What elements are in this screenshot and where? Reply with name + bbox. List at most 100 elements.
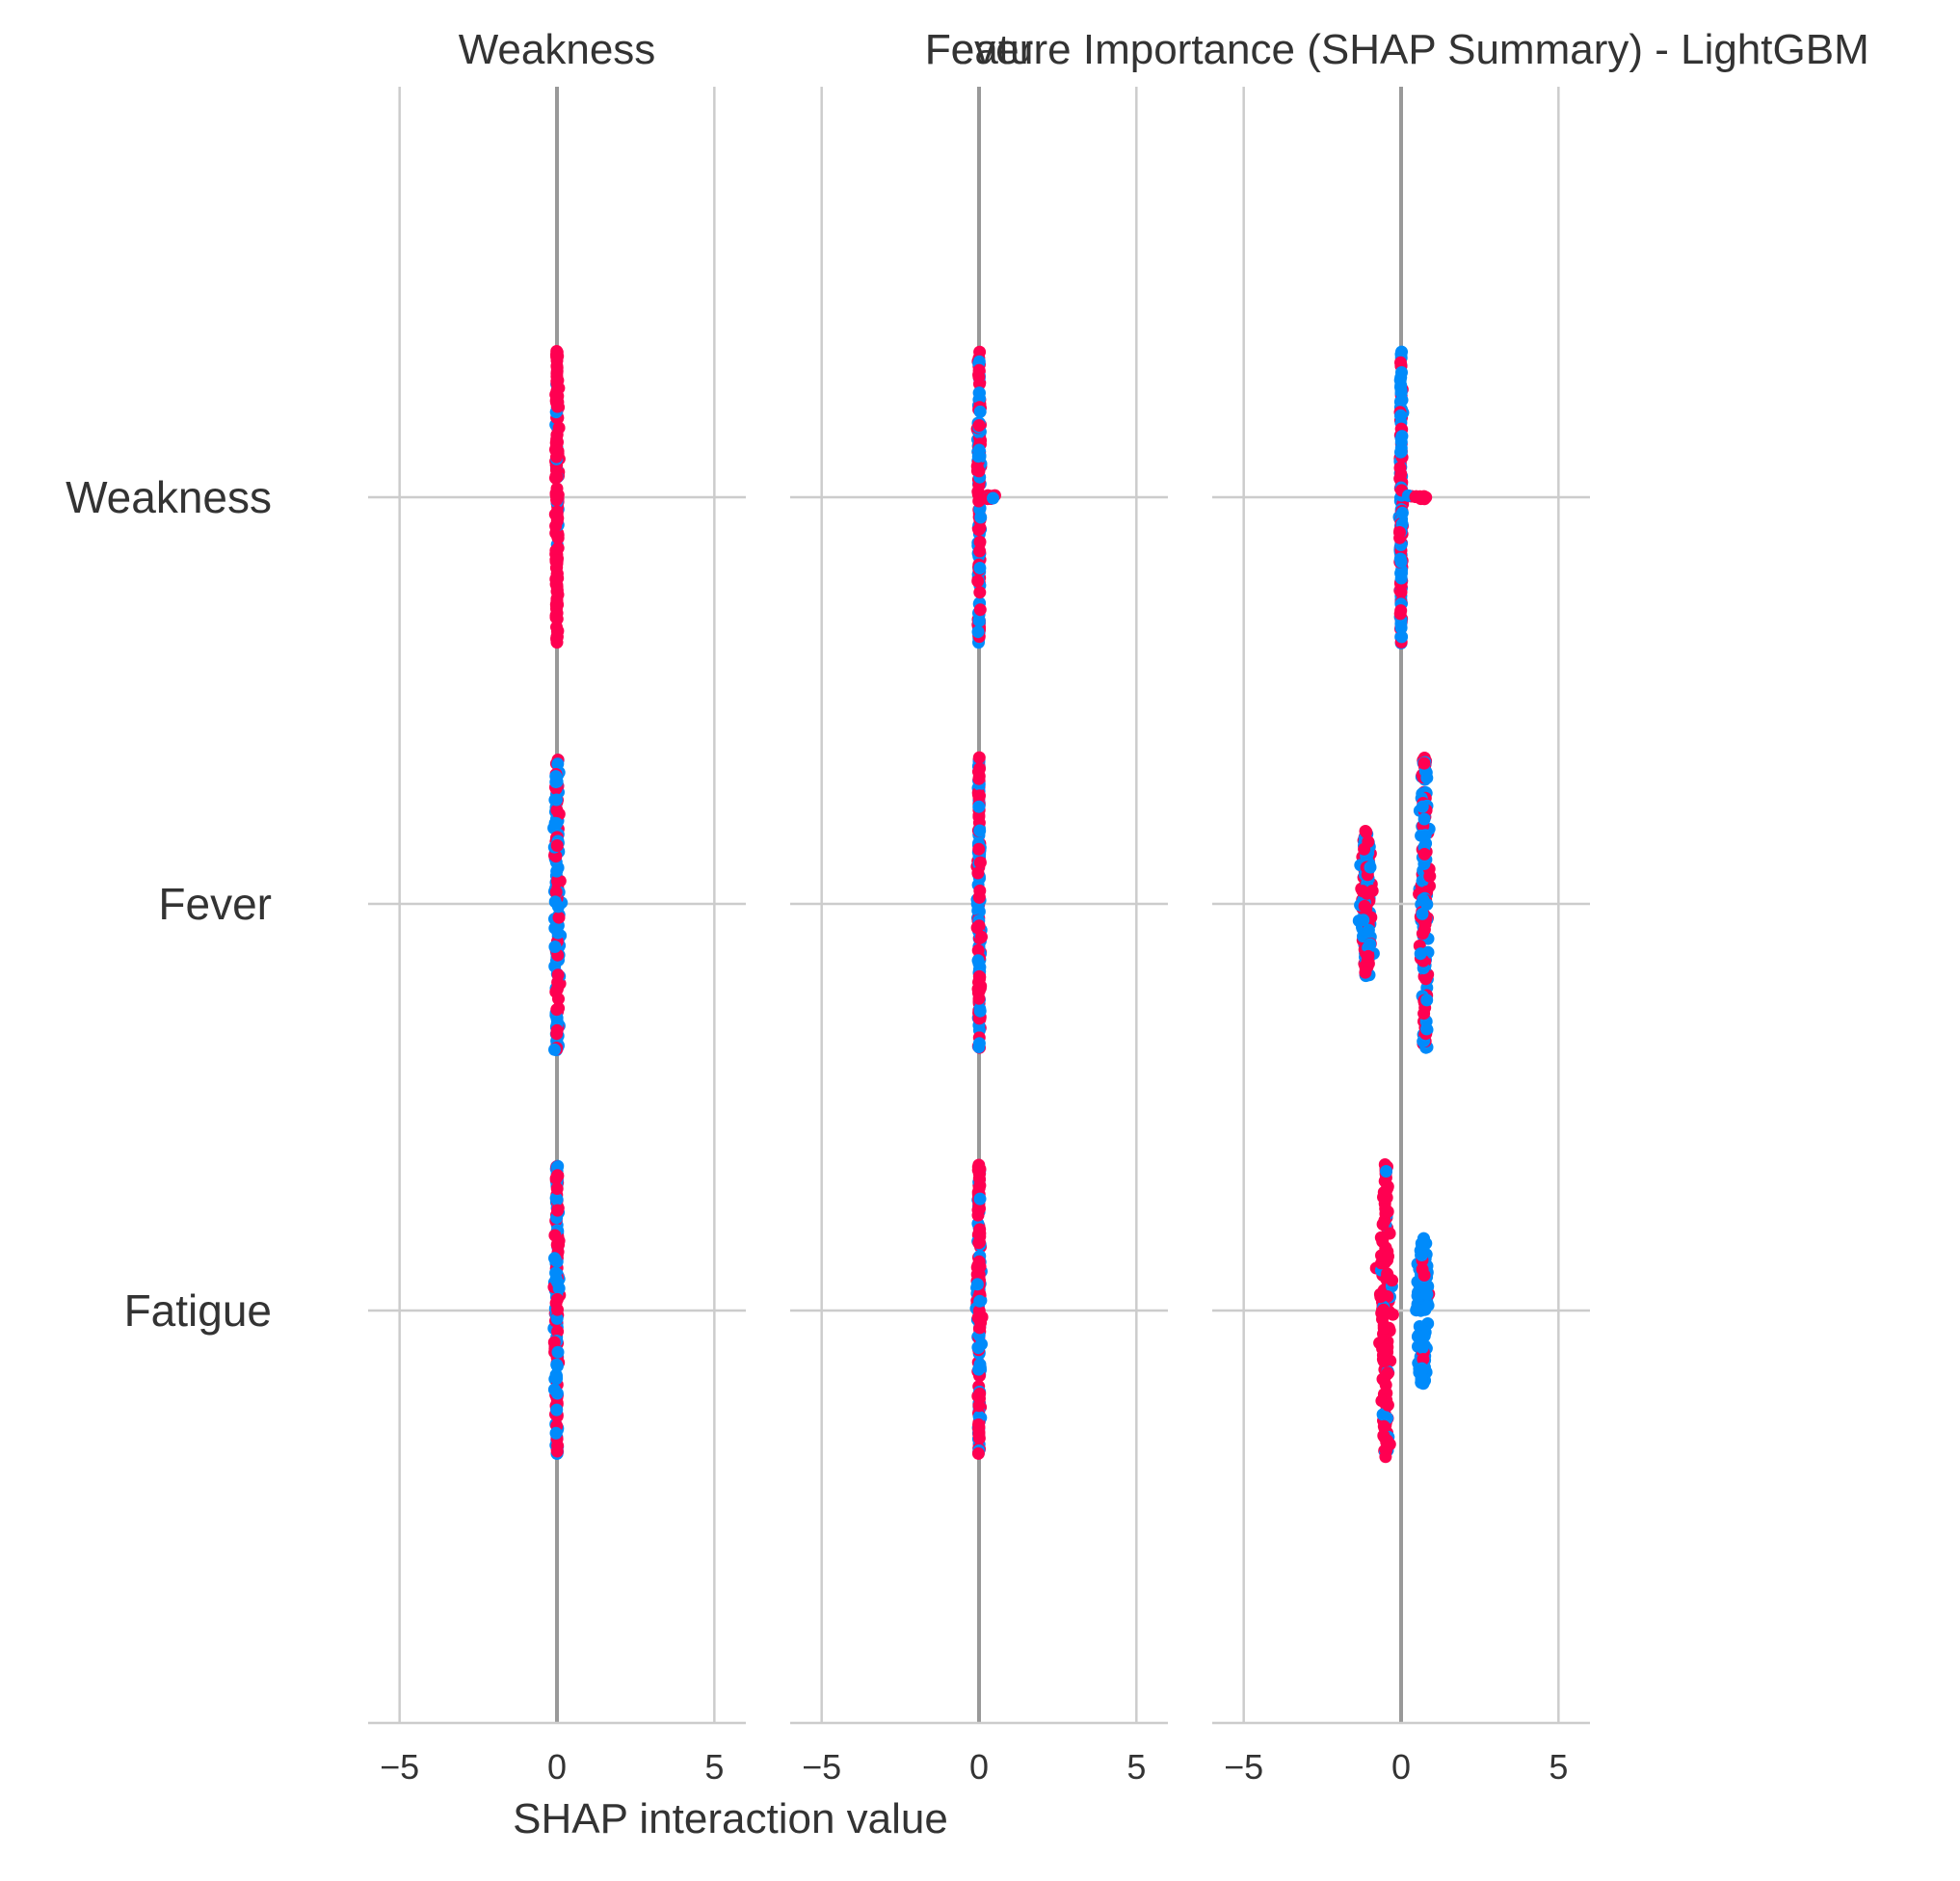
data-point	[550, 554, 563, 568]
data-point	[550, 1360, 564, 1373]
data-point	[551, 447, 565, 461]
data-point	[1360, 826, 1373, 838]
data-point	[1411, 1289, 1424, 1303]
data-point	[1394, 445, 1407, 459]
y-tick-label: Fatigue	[124, 1285, 272, 1336]
data-point	[973, 386, 986, 400]
data-point	[1420, 1287, 1434, 1301]
data-point	[1415, 492, 1428, 506]
data-point	[972, 1432, 986, 1444]
data-point	[1416, 1249, 1428, 1261]
data-point	[1393, 607, 1407, 621]
data-point	[1393, 462, 1407, 475]
data-point	[550, 596, 564, 609]
x-tick-label: 0	[547, 1747, 567, 1787]
data-point	[1395, 366, 1408, 379]
data-point	[550, 804, 564, 817]
data-point	[1417, 1268, 1431, 1282]
data-point	[973, 856, 987, 869]
x-axis-label: SHAP interaction value	[513, 1795, 948, 1842]
data-point	[551, 968, 565, 982]
data-point	[1362, 923, 1375, 937]
data-point	[551, 571, 565, 585]
data-point	[550, 1023, 564, 1037]
data-point	[972, 355, 986, 368]
data-point	[1416, 907, 1429, 920]
data-point	[1361, 887, 1373, 900]
data-point	[550, 375, 564, 388]
data-point	[551, 530, 565, 543]
data-point	[1380, 1165, 1392, 1178]
data-point	[1413, 1320, 1426, 1333]
data-point	[551, 1204, 565, 1217]
data-point	[549, 886, 563, 899]
data-point	[973, 562, 987, 574]
data-point	[550, 630, 564, 644]
data-point	[550, 1003, 564, 1017]
data-point	[972, 800, 986, 813]
data-point	[972, 1203, 986, 1216]
data-point	[549, 770, 563, 783]
data-point	[550, 1372, 563, 1386]
x-tick-label: −5	[802, 1747, 841, 1787]
data-point	[1417, 812, 1431, 826]
panel-title: Weakness	[459, 26, 656, 73]
data-point	[550, 1403, 564, 1417]
data-point	[973, 544, 987, 558]
data-point	[973, 789, 986, 803]
data-point	[550, 346, 564, 359]
data-point	[550, 864, 564, 878]
data-point	[972, 363, 986, 377]
data-point	[972, 523, 986, 537]
data-point	[973, 535, 987, 548]
data-point	[1363, 940, 1375, 954]
data-point	[1394, 409, 1408, 422]
data-point	[1381, 1366, 1394, 1380]
data-point	[973, 1162, 987, 1176]
data-point	[971, 625, 985, 639]
data-point	[973, 762, 986, 776]
data-point	[972, 890, 986, 904]
data-point	[1412, 1329, 1425, 1342]
data-point	[971, 943, 985, 957]
data-point	[1374, 1290, 1388, 1304]
data-point	[1359, 966, 1372, 979]
data-point	[1377, 1419, 1391, 1433]
data-point	[1416, 1339, 1429, 1353]
data-point	[550, 839, 564, 852]
data-point	[549, 470, 563, 483]
data-point	[552, 911, 566, 924]
data-point	[972, 1418, 985, 1431]
data-point	[1381, 1268, 1394, 1282]
data-point	[547, 1336, 561, 1349]
y-tick-label: Weakness	[66, 472, 272, 522]
data-point	[549, 1273, 563, 1285]
x-tick-label: 0	[1391, 1747, 1411, 1787]
data-point	[1417, 1353, 1430, 1365]
data-point	[1382, 1250, 1394, 1263]
data-point	[1416, 800, 1429, 813]
data-point	[1376, 1218, 1390, 1231]
data-point	[551, 900, 565, 914]
data-point	[548, 940, 562, 953]
data-point	[973, 970, 987, 984]
data-point	[973, 1358, 987, 1371]
data-point	[1414, 947, 1427, 961]
data-point	[974, 1316, 988, 1330]
x-tick-label: 5	[1549, 1747, 1568, 1787]
data-point	[973, 1294, 987, 1308]
data-point	[550, 493, 564, 507]
data-point	[972, 419, 986, 432]
labels-layer: −5 0 5 Weakness −5 0 5 Fever −5 0 5 Weakness Fever Fa…	[66, 26, 1869, 1842]
data-point	[1417, 1237, 1430, 1251]
data-point	[550, 1182, 564, 1195]
data-point	[973, 405, 987, 418]
data-point	[550, 1193, 564, 1206]
data-point	[970, 460, 984, 473]
data-point	[971, 900, 985, 914]
data-point	[973, 586, 987, 599]
data-point	[1357, 914, 1370, 927]
data-point	[550, 1387, 564, 1400]
data-point	[548, 1043, 561, 1056]
data-point	[971, 574, 985, 588]
